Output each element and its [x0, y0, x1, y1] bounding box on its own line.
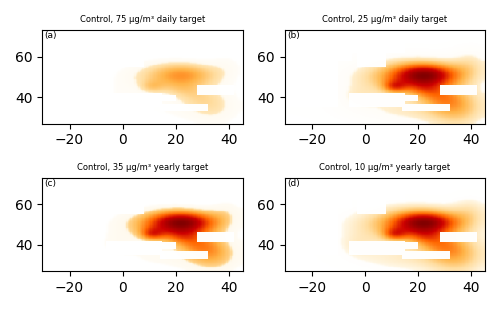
Text: (b): (b): [287, 31, 300, 40]
Title: Control, 10 μg/m³ yearly target: Control, 10 μg/m³ yearly target: [320, 162, 450, 171]
Title: Control, 75 μg/m³ daily target: Control, 75 μg/m³ daily target: [80, 15, 205, 24]
Text: (c): (c): [44, 179, 56, 188]
Title: Control, 25 μg/m³ daily target: Control, 25 μg/m³ daily target: [322, 15, 448, 24]
Text: (d): (d): [287, 179, 300, 188]
Title: Control, 35 μg/m³ yearly target: Control, 35 μg/m³ yearly target: [77, 162, 208, 171]
Text: (a): (a): [44, 31, 57, 40]
